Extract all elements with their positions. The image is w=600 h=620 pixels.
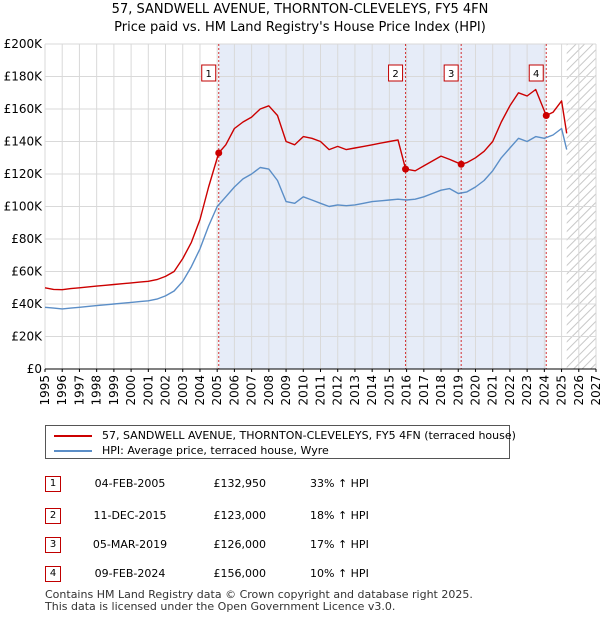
sale-date: 05-MAR-2019 [92, 538, 168, 551]
legend-label-property: 57, SANDWELL AVENUE, THORNTON-CLEVELEYS,… [102, 429, 516, 442]
sale-hpi-change: 33% ↑ HPI [310, 477, 369, 490]
x-tick-label: 2026 [572, 375, 586, 406]
sale-point [457, 160, 465, 168]
sale-number-badge: 3 [45, 537, 61, 553]
y-tick-label: £0 [27, 362, 42, 376]
y-tick-label: £60K [11, 265, 43, 279]
x-tick-label: 2023 [520, 375, 534, 406]
x-tick-label: 2010 [296, 375, 310, 406]
sale-label-number: 3 [448, 69, 454, 80]
sale-label-number: 4 [533, 69, 539, 80]
x-tick-label: 2006 [227, 375, 241, 406]
x-tick-label: 2018 [434, 375, 448, 406]
x-tick-label: 2005 [210, 375, 224, 406]
x-tick-label: 2003 [176, 375, 190, 406]
x-tick-label: 2014 [365, 375, 379, 406]
table-row: 1 04-FEB-2005 £132,950 33% ↑ HPI [0, 476, 600, 496]
x-tick-label: 2009 [279, 375, 293, 406]
footer: Contains HM Land Registry data © Crown c… [45, 589, 473, 613]
table-row: 4 09-FEB-2024 £156,000 10% ↑ HPI [0, 566, 600, 586]
sale-price: £123,000 [213, 509, 267, 522]
x-tick-label: 2000 [124, 375, 138, 406]
sale-label-box [443, 64, 459, 82]
x-tick-label: 2025 [555, 375, 569, 406]
legend-swatch-hpi [54, 450, 92, 452]
footer-copyright: Contains HM Land Registry data © Crown c… [45, 588, 473, 601]
sale-label-box [528, 64, 544, 82]
sale-date: 04-FEB-2005 [94, 477, 166, 490]
x-tick-label: 2022 [503, 375, 517, 406]
legend-swatch-property [54, 435, 92, 437]
x-tick-label: 2008 [262, 375, 276, 406]
y-tick-label: £200K [4, 37, 44, 51]
y-tick-label: £100K [4, 200, 44, 214]
x-tick-label: 2001 [141, 375, 155, 406]
x-tick-label: 1995 [38, 375, 52, 406]
x-tick-label: 2024 [537, 375, 551, 406]
sale-number-badge: 1 [45, 476, 61, 492]
sale-label-number: 1 [206, 69, 212, 80]
x-tick-label: 1999 [107, 375, 121, 406]
x-tick-label: 2016 [400, 375, 414, 406]
footer-licence: This data is licensed under the Open Gov… [45, 600, 396, 613]
y-tick-label: £140K [4, 135, 44, 149]
sale-label: 1 [201, 64, 217, 82]
x-tick-label: 2007 [245, 375, 259, 406]
table-row: 2 11-DEC-2015 £123,000 18% ↑ HPI [0, 508, 600, 528]
y-tick-label: £20K [11, 330, 43, 344]
x-tick-label: 2013 [348, 375, 362, 406]
price-chart: 1 2 3 4 £0 £20K £40K £60K £80K £100K £120K £140K £16… [4, 37, 600, 406]
sale-date: 11-DEC-2015 [93, 509, 167, 522]
sale-point [402, 165, 410, 173]
sale-point [542, 112, 550, 119]
sale-label: 4 [528, 64, 544, 82]
chart-title: 57, SANDWELL AVENUE, THORNTON-CLEVELEYS,… [111, 2, 489, 17]
x-tick-label: 2027 [589, 375, 600, 406]
sale-hpi-change: 18% ↑ HPI [310, 509, 369, 522]
sale-number-badge: 4 [45, 566, 61, 582]
x-tick-label: 1997 [72, 375, 86, 406]
property-series-line [44, 88, 568, 291]
x-tick-label: 2012 [331, 375, 345, 406]
sale-label-number: 2 [392, 69, 398, 80]
sale-hpi-change: 10% ↑ HPI [310, 567, 369, 580]
sale-label: 3 [443, 64, 459, 82]
x-tick-label: 2020 [468, 375, 482, 406]
x-tick-label: 2015 [382, 375, 396, 406]
x-tick-label: 2017 [417, 375, 431, 406]
sale-hpi-change: 17% ↑ HPI [310, 538, 369, 551]
x-tick-label: 2002 [159, 375, 173, 406]
y-tick-label: £80K [11, 232, 43, 246]
y-tick-label: £40K [11, 297, 43, 311]
sale-point [215, 149, 223, 157]
y-tick-label: £180K [4, 70, 44, 84]
x-tick-label: 1998 [90, 375, 104, 406]
sale-label: 2 [388, 64, 404, 82]
hpi-series-line [44, 127, 568, 310]
x-tick-label: 1996 [55, 375, 69, 406]
sale-price: £156,000 [213, 567, 267, 580]
y-tick-label: £120K [4, 167, 44, 181]
x-tick-label: 2019 [451, 375, 465, 406]
sale-label-box [201, 64, 217, 82]
legend: 57, SANDWELL AVENUE, THORNTON-CLEVELEYS,… [45, 425, 516, 459]
x-tick-label: 2021 [486, 375, 500, 406]
sale-number-badge: 2 [45, 508, 61, 524]
x-tick-label: 2011 [314, 375, 328, 406]
x-tick-label: 2004 [193, 375, 207, 406]
table-row: 3 05-MAR-2019 £126,000 17% ↑ HPI [0, 537, 600, 557]
sale-price: £126,000 [213, 538, 267, 551]
sale-label-box [388, 64, 404, 82]
sale-date: 09-FEB-2024 [94, 567, 166, 580]
y-tick-label: £160K [4, 102, 44, 116]
sale-price: £132,950 [213, 477, 267, 490]
legend-label-hpi: HPI: Average price, terraced house, Wyre [102, 444, 329, 457]
chart-subtitle: Price paid vs. HM Land Registry's House … [114, 20, 486, 35]
